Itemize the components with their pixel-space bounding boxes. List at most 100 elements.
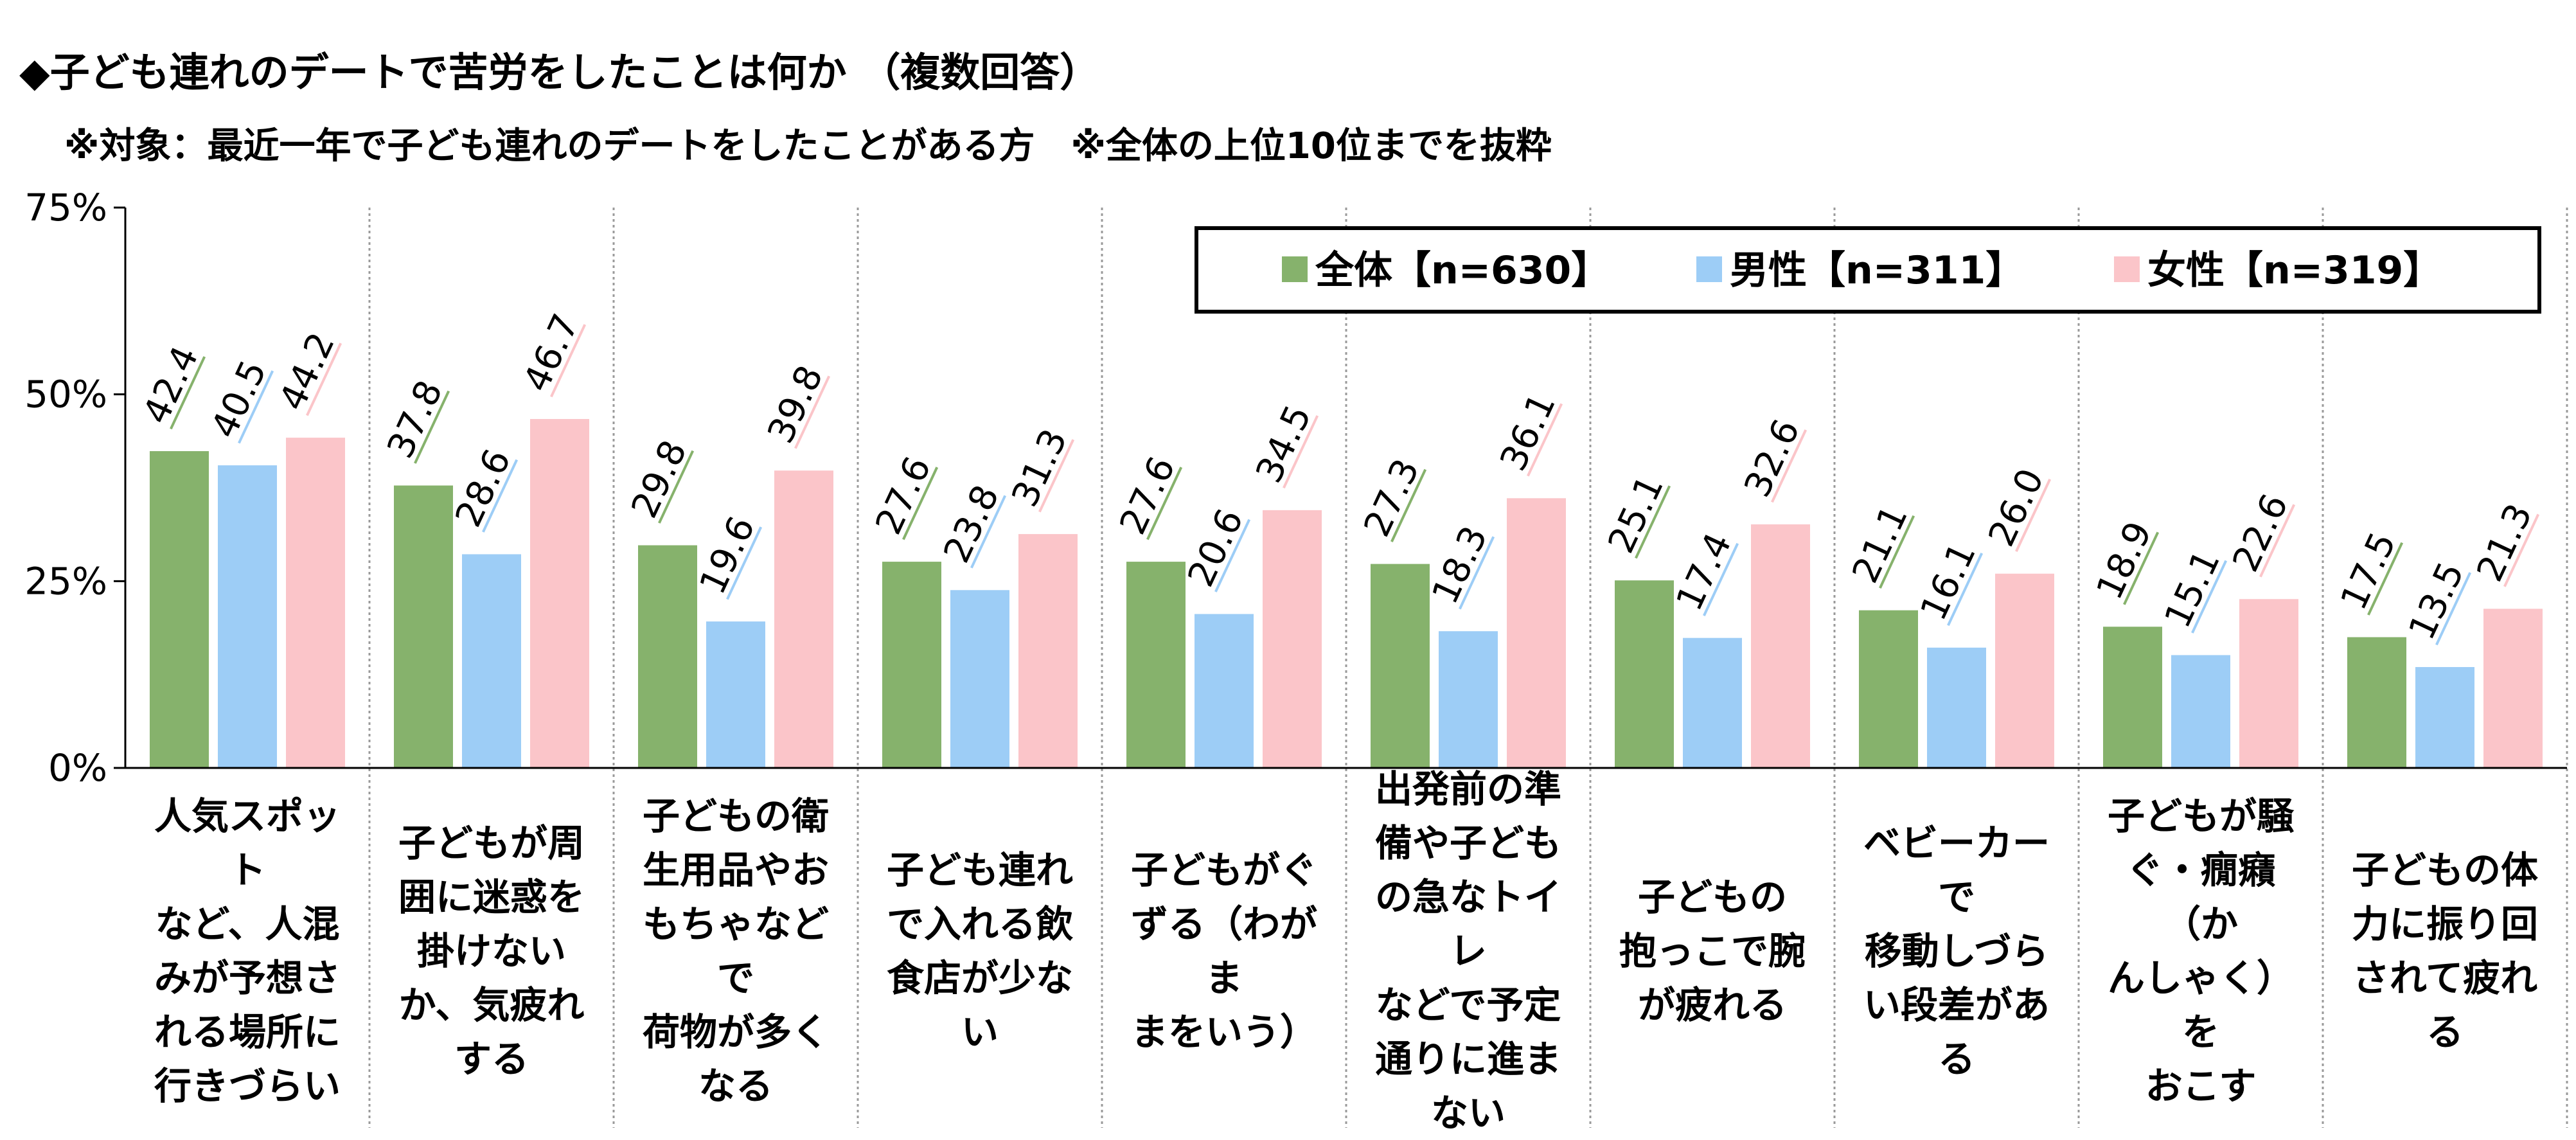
legend: 全体【n=630】 男性【n=311】 女性【n=319】: [1195, 226, 2541, 314]
category-label-line: の急なトイレ: [1374, 875, 1561, 973]
legend-label: 男性【n=311】: [1730, 248, 2024, 293]
category-label-line: 生用品やお: [642, 848, 829, 892]
legend-swatch: [2114, 256, 2140, 282]
data-label-underline: [1038, 439, 1075, 513]
data-label-underline: [1703, 542, 1739, 616]
category-label-line: ずる（わがま: [1130, 902, 1317, 1000]
y-tick-label: 75%: [24, 186, 107, 229]
category-label: 人気スポット など、人混 みが予想さ れる場所に 行きづらい: [138, 778, 357, 1125]
data-label-text: 29.8: [623, 434, 695, 524]
data-label-text: 17.4: [1668, 527, 1740, 617]
category-label-line: い: [961, 1010, 999, 1054]
data-label-underline: [794, 375, 831, 449]
bars-layer: [150, 419, 2543, 768]
category-label-line: 子どもの: [1637, 875, 1787, 919]
bar: [2483, 609, 2543, 768]
data-label-underline: [1214, 519, 1251, 592]
category-label-line: 抱っこで腕: [1619, 929, 1806, 973]
category-label-line: まをいう）: [1130, 1010, 1317, 1054]
category-label-line: 子ども連れ: [886, 848, 1073, 892]
chart-subtitle: ※対象：最近一年で子ども連れのデートをしたことがある方 ※全体の上位10位までを…: [64, 125, 1552, 167]
category-label-line: されて疲れ: [2352, 956, 2538, 1000]
bar: [530, 419, 589, 768]
legend-label: 女性【n=319】: [2147, 248, 2442, 293]
category-label-line: ない: [1430, 1091, 1506, 1135]
bar: [1995, 573, 2054, 768]
category-label: 子どもが周 囲に迷惑を 掛けない か、気疲れ する: [382, 778, 601, 1125]
data-label: 44.2: [271, 326, 343, 416]
data-label: 20.6: [1180, 503, 1252, 592]
data-label-underline: [2015, 478, 2052, 552]
bar: [1859, 610, 1918, 768]
data-label-text: 44.2: [271, 326, 343, 416]
data-label: 26.0: [1980, 463, 2052, 553]
data-label: 13.5: [2401, 556, 2473, 646]
bar: [2347, 637, 2406, 768]
category-label-line: 力に振り回: [2351, 902, 2538, 946]
category-label-line: 子どもが騒: [2107, 794, 2294, 838]
axis-layer: 0% 25% 50% 75%: [24, 186, 2567, 790]
bar: [1683, 637, 1742, 768]
category-label-line: る: [1937, 1037, 1975, 1081]
data-label: 23.8: [936, 479, 1008, 569]
data-label: 46.7: [515, 308, 587, 398]
bar: [218, 465, 277, 768]
data-label: 21.3: [2469, 497, 2541, 587]
bar: [394, 485, 453, 768]
legend-swatch: [1696, 256, 1722, 282]
data-label-text: 27.3: [1356, 453, 1428, 543]
data-label-underline: [1771, 429, 1808, 503]
data-label-text: 34.5: [1248, 399, 1320, 489]
category-label-line: んしゃく）を: [2107, 956, 2294, 1054]
data-label: 17.4: [1668, 527, 1740, 617]
bar: [2171, 655, 2230, 768]
data-label-underline: [2191, 560, 2228, 634]
category-label-line: ベビーカーで: [1863, 821, 2050, 919]
data-label-underline: [1283, 415, 1319, 489]
data-label-text: 23.8: [936, 479, 1008, 569]
data-label-underline: [1527, 403, 1563, 477]
data-label-text: 31.3: [1004, 423, 1076, 513]
data-label-text: 26.0: [1980, 463, 2052, 553]
data-label-text: 37.8: [379, 374, 451, 464]
category-label-line: 子どもの体: [2351, 848, 2538, 892]
data-label-underline: [170, 356, 206, 430]
bar: [1126, 562, 1186, 768]
data-label-underline: [482, 459, 519, 533]
data-label-text: 15.1: [2156, 544, 2228, 634]
data-label-underline: [1879, 515, 1915, 589]
data-label-text: 19.6: [691, 510, 763, 600]
data-label: 39.8: [759, 359, 831, 449]
data-label: 15.1: [2156, 544, 2228, 634]
bar: [1507, 498, 1566, 768]
data-label-underline: [238, 370, 274, 444]
data-label-text: 13.5: [2401, 556, 2473, 646]
category-label: ベビーカーで 移動しづら い段差がある: [1847, 778, 2066, 1125]
data-label: 17.5: [2332, 526, 2404, 616]
data-label-underline: [550, 324, 587, 398]
category-label-line: 囲に迷惑を: [398, 875, 585, 919]
data-label-underline: [1947, 553, 1984, 627]
data-label: 31.3: [1004, 423, 1076, 513]
data-label: 22.6: [2225, 488, 2296, 578]
category-label-line: 子どもがぐ: [1130, 848, 1317, 892]
bar: [462, 554, 521, 768]
category-label-line: 行きづらい: [154, 1064, 341, 1108]
data-label-text: 27.6: [1112, 450, 1184, 540]
bar: [1615, 580, 1674, 768]
data-label-text: 28.6: [447, 443, 519, 533]
bar: [638, 545, 697, 768]
data-label-underline: [2367, 542, 2404, 616]
data-label: 18.3: [1424, 520, 1496, 610]
data-label: 42.4: [135, 340, 207, 430]
category-label: 子どもの 抱っこで腕 が疲れる: [1603, 778, 1822, 1125]
bar: [950, 590, 1009, 768]
bar: [1371, 564, 1430, 768]
category-label-line: い段差があ: [1863, 983, 2050, 1027]
data-label-text: 40.5: [203, 354, 275, 444]
data-label-underline: [1635, 485, 1671, 559]
data-label-underline: [2503, 513, 2540, 587]
data-label-underline: [414, 390, 450, 464]
data-label-text: 18.9: [2088, 515, 2160, 605]
bar: [706, 621, 765, 768]
